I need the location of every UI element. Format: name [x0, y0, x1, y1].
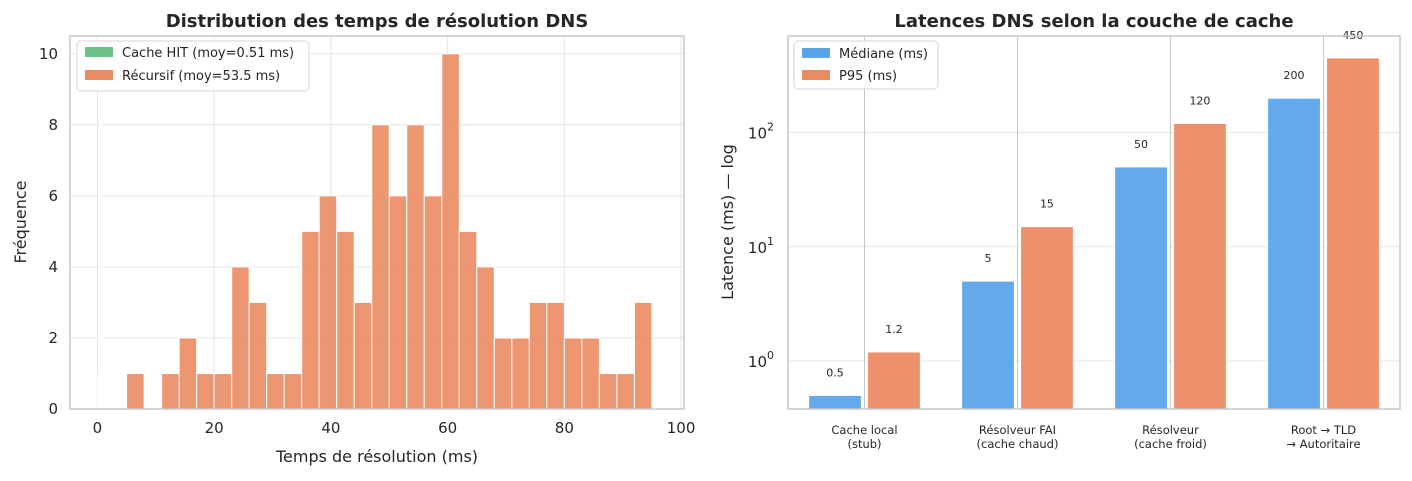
latency-y-axis-label: Latence (ms) — log [718, 144, 737, 300]
y-tick-label: 4 [48, 258, 58, 276]
histogram-bar-recursive [336, 230, 355, 410]
histogram-x-axis-label: Temps de résolution (ms) [275, 447, 478, 466]
histogram-bar-recursive [353, 301, 373, 410]
latency-bar-median [961, 280, 1015, 410]
histogram-bar-recursive [126, 372, 145, 410]
bar-value-label: 200 [1284, 69, 1305, 82]
x-tick-label: 80 [555, 419, 574, 437]
latency-frame [787, 35, 1401, 410]
bar-value-label: 1.2 [885, 323, 903, 336]
latency-bar-p95 [867, 351, 921, 410]
y-tick-label: 8 [48, 116, 58, 134]
legend-label-recursive: Récursif (moy=53.5 ms) [122, 69, 280, 84]
latency-legend: Médiane (ms) P95 (ms) [793, 40, 939, 90]
histogram-bar-recursive [161, 372, 180, 410]
histogram-bar-recursive [388, 195, 408, 410]
bar-value-label: 0.5 [826, 366, 844, 379]
x-tick-label: 100 [667, 419, 696, 437]
histogram-legend-box [76, 40, 310, 92]
histogram-legend: Cache HIT (moy=0.51 ms) Récursif (moy=53… [76, 40, 310, 92]
latency-bar-p95 [1173, 122, 1227, 410]
histogram-bar-recursive [283, 372, 303, 410]
y-tick-label: 101 [748, 235, 774, 257]
histogram-bar-recursive [616, 372, 635, 410]
bar-value-label: 50 [1134, 138, 1148, 151]
histogram-y-axis-label: Fréquence [11, 180, 30, 263]
x-tick-label: 40 [321, 419, 340, 437]
histogram-bar-recursive [423, 195, 443, 410]
bar-value-label: 15 [1040, 198, 1054, 211]
y-tick-label: 2 [48, 329, 58, 347]
category-label: Root → TLD → Autoritaire [1286, 423, 1360, 451]
legend-label-cache-hit: Cache HIT (moy=0.51 ms) [122, 46, 294, 61]
legend-swatch-cache-hit [85, 47, 113, 57]
histogram-bar-recursive [178, 337, 198, 410]
histogram-bar-recursive [231, 266, 250, 410]
category-label: Cache local (stub) [831, 423, 897, 451]
x-tick-label: 0 [93, 419, 103, 437]
histogram-title: Distribution des temps de résolution DNS [166, 11, 589, 32]
histogram-bar-recursive [458, 230, 478, 410]
histogram-chart: 0 20 40 60 80 100 0 2 4 6 8 10 Distribution des tem… [11, 11, 695, 466]
histogram-bar-recursive [213, 372, 233, 410]
histogram-bar-recursive [266, 372, 285, 410]
latency-bar-median [808, 394, 862, 410]
latency-ticks: 100 101 102 Cache local (stub) Résolveur FAI(… [748, 121, 1361, 451]
latency-bar-p95 [1020, 226, 1074, 410]
latency-bar-median [1267, 97, 1321, 410]
histogram-bar-recursive [476, 266, 495, 410]
y-tick-label: 6 [48, 187, 58, 205]
latency-gridlines [788, 36, 1400, 409]
histogram-bar-recursive [493, 337, 513, 410]
x-tick-label: 20 [205, 419, 224, 437]
y-tick-label: 100 [748, 349, 774, 371]
x-tick-label: 60 [438, 419, 457, 437]
category-label: Résolveur FAI (cache chaud) [977, 423, 1059, 451]
histogram-bar-recursive [528, 301, 548, 410]
bar-value-label: 5 [985, 252, 992, 265]
histogram-bar-hit [102, 372, 104, 410]
legend-label-median: Médiane (ms) [839, 47, 928, 62]
histogram-bar-recursive [248, 301, 268, 410]
histogram-bar-recursive [633, 301, 653, 410]
latency-bar-median [1114, 166, 1168, 410]
legend-swatch-median [802, 48, 830, 58]
histogram-bar-recursive [546, 301, 565, 410]
legend-swatch-p95 [802, 70, 830, 80]
histogram-bar-recursive [441, 53, 460, 410]
histogram-bar-recursive [318, 195, 338, 410]
y-tick-label: 10 [39, 45, 58, 63]
histogram-bars [97, 53, 653, 410]
histogram-bar-recursive [563, 337, 583, 410]
histogram-bar-recursive [598, 372, 618, 410]
histogram-bar-recursive [511, 337, 530, 410]
legend-label-p95: P95 (ms) [839, 69, 897, 84]
histogram-bar-recursive [196, 372, 215, 410]
histogram-frame [69, 35, 685, 410]
histogram-bar-recursive [406, 124, 425, 410]
latency-bar-p95 [1326, 57, 1380, 410]
histogram-ticks: 0 20 40 60 80 100 0 2 4 6 8 10 [39, 45, 695, 437]
y-tick-label: 0 [48, 400, 58, 418]
category-label: Résolveur (cache froid) [1134, 423, 1207, 451]
y-tick-label: 102 [748, 121, 774, 143]
bar-value-label: 120 [1189, 94, 1210, 107]
histogram-bar-recursive [301, 230, 320, 410]
latency-title: Latences DNS selon la couche de cache [894, 11, 1293, 32]
histogram-bar-recursive [371, 124, 390, 410]
histogram-bar-recursive [581, 337, 600, 410]
legend-swatch-recursive [85, 70, 113, 80]
